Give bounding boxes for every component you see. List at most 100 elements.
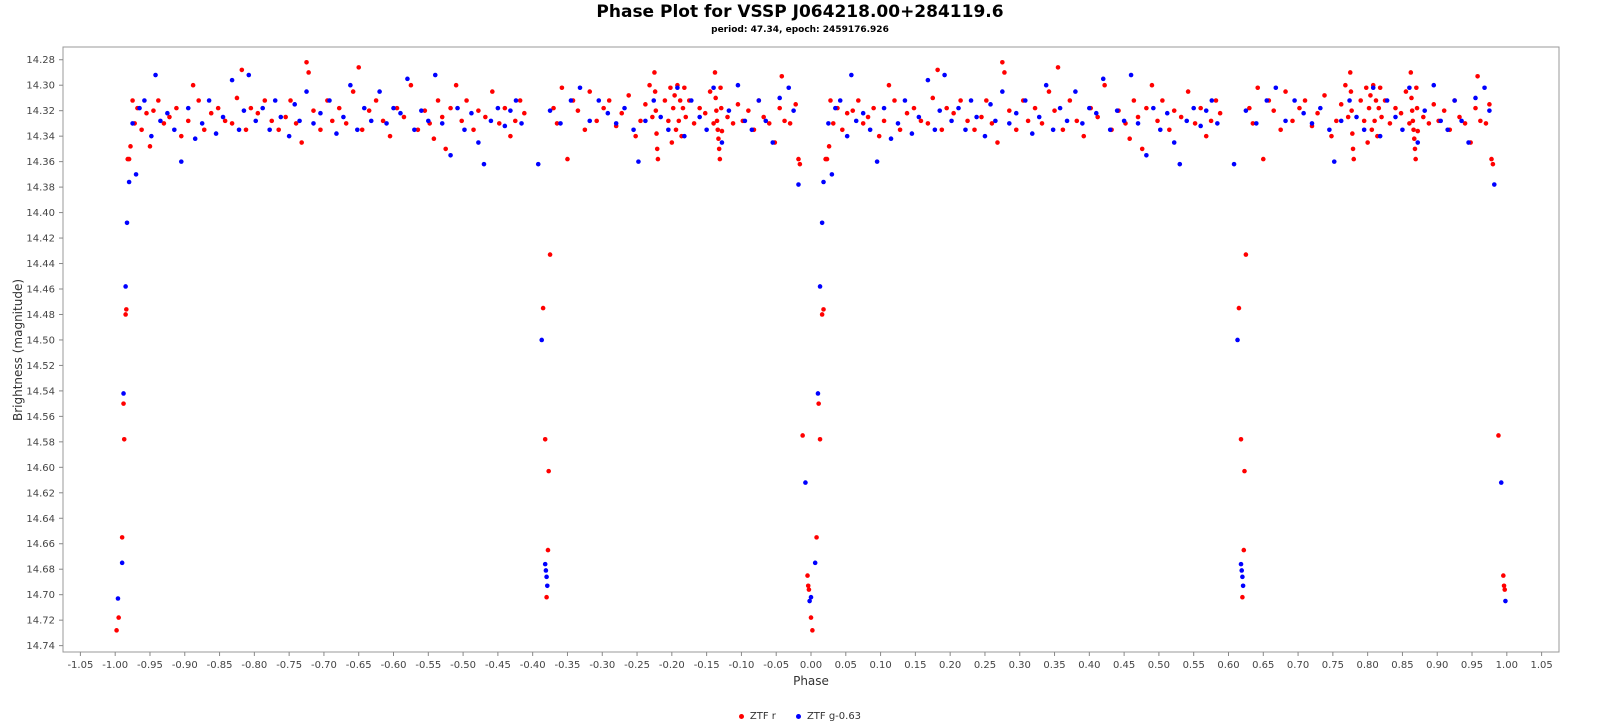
data-point: [606, 98, 612, 103]
data-point: [121, 436, 127, 442]
data-point: [1361, 127, 1367, 133]
y-tick-label: 14.66: [26, 539, 55, 550]
data-point: [1081, 133, 1087, 139]
data-point: [779, 73, 785, 79]
data-point: [540, 305, 546, 311]
data-point: [718, 85, 723, 91]
data-point: [341, 114, 346, 120]
data-point: [803, 480, 808, 485]
data-point: [1483, 121, 1489, 126]
data-point: [1241, 547, 1247, 553]
y-tick-label: 14.30: [26, 81, 55, 92]
data-point: [1087, 105, 1092, 111]
x-tick-label: -0.20: [659, 660, 685, 671]
data-point: [881, 118, 887, 124]
data-point: [867, 127, 873, 133]
data-point: [119, 535, 125, 540]
data-point: [1315, 110, 1320, 116]
data-point: [749, 127, 755, 133]
data-point: [547, 252, 553, 257]
data-point: [1243, 252, 1249, 257]
data-point: [1414, 85, 1419, 91]
data-point: [673, 127, 679, 133]
data-point: [876, 133, 882, 139]
data-point: [865, 114, 871, 120]
data-point: [483, 114, 488, 120]
data-point: [715, 127, 721, 133]
x-tick-label: -0.40: [520, 660, 546, 671]
data-point: [650, 114, 655, 120]
x-tick-label: 1.05: [1530, 660, 1552, 671]
data-point: [1368, 93, 1373, 98]
data-point: [1347, 98, 1352, 103]
data-point: [1060, 127, 1066, 133]
data-point: [318, 127, 323, 133]
data-point: [1354, 114, 1359, 120]
legend-marker: [795, 713, 801, 719]
data-point: [605, 110, 611, 116]
data-point: [1343, 82, 1348, 88]
data-point: [800, 433, 805, 438]
data-point: [697, 114, 702, 120]
x-tick-label: 0.70: [1287, 660, 1309, 671]
data-point: [565, 156, 570, 162]
data-point: [1413, 156, 1418, 162]
data-point: [1144, 152, 1149, 158]
data-point: [1297, 105, 1302, 111]
data-point: [805, 573, 810, 578]
data-point: [336, 105, 342, 111]
data-point: [544, 574, 549, 580]
data-point: [126, 156, 132, 162]
data-point: [1013, 127, 1019, 133]
data-point: [412, 127, 417, 133]
data-point: [156, 98, 161, 103]
data-point: [587, 118, 593, 124]
data-point: [860, 110, 866, 116]
data-point: [366, 108, 372, 113]
data-point: [1107, 127, 1113, 133]
data-point: [1393, 114, 1398, 120]
data-point: [1431, 102, 1437, 107]
data-point: [886, 82, 892, 88]
data-point: [1347, 70, 1353, 75]
data-point: [130, 98, 135, 103]
data-point: [1338, 102, 1344, 107]
data-point: [229, 121, 235, 126]
data-point: [1114, 108, 1120, 113]
data-point: [1345, 114, 1351, 120]
data-point: [1329, 133, 1334, 139]
data-point: [833, 105, 838, 111]
data-point: [1373, 98, 1379, 103]
data-point: [121, 391, 126, 396]
data-point: [471, 127, 476, 133]
data-point: [984, 98, 989, 103]
y-tick-label: 14.56: [26, 412, 55, 423]
data-point: [119, 560, 125, 566]
x-tick-label: 0.90: [1426, 660, 1448, 671]
data-point: [115, 596, 121, 601]
data-point: [1338, 118, 1344, 124]
data-point: [1370, 85, 1376, 91]
x-tick-label: -0.50: [450, 660, 476, 671]
data-point: [1393, 105, 1398, 111]
data-point: [1482, 85, 1487, 91]
data-point: [542, 561, 548, 567]
data-point: [965, 118, 970, 124]
data-point: [1376, 105, 1382, 111]
data-point: [1365, 140, 1370, 145]
legend: ZTF r ZTF g-0.63: [0, 711, 1600, 722]
data-point: [1203, 133, 1209, 139]
data-point: [459, 118, 465, 124]
data-point: [246, 72, 252, 78]
data-point: [1217, 110, 1223, 116]
data-point: [682, 133, 687, 139]
x-tick-label: -0.35: [555, 660, 581, 671]
data-point: [130, 121, 135, 126]
data-point: [596, 98, 602, 103]
data-point: [519, 121, 524, 126]
data-point: [937, 108, 943, 113]
data-point: [1409, 95, 1414, 101]
y-tick-label: 14.46: [26, 285, 55, 296]
data-point: [1002, 70, 1007, 75]
data-point: [1491, 182, 1497, 187]
